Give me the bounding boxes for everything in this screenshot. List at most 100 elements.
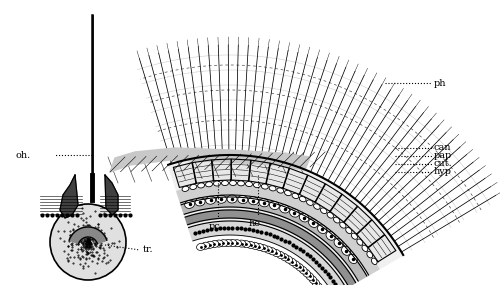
Ellipse shape: [210, 241, 219, 248]
Ellipse shape: [184, 200, 194, 208]
Polygon shape: [330, 194, 357, 222]
Text: can: can: [434, 144, 452, 152]
Ellipse shape: [232, 240, 241, 247]
Ellipse shape: [277, 188, 283, 193]
Ellipse shape: [292, 260, 300, 268]
Ellipse shape: [224, 239, 232, 247]
Polygon shape: [60, 175, 78, 218]
Text: he: he: [249, 219, 261, 228]
Ellipse shape: [238, 181, 244, 186]
Polygon shape: [344, 206, 372, 234]
Polygon shape: [69, 227, 107, 244]
Text: cut.: cut.: [434, 160, 453, 168]
Ellipse shape: [362, 245, 368, 251]
Ellipse shape: [272, 249, 281, 257]
Ellipse shape: [264, 246, 272, 253]
Polygon shape: [168, 155, 403, 285]
Polygon shape: [283, 168, 308, 194]
Ellipse shape: [246, 182, 252, 187]
Text: tr.: tr.: [143, 245, 154, 255]
Text: pc: pc: [209, 222, 221, 231]
Ellipse shape: [248, 197, 258, 205]
Ellipse shape: [268, 248, 276, 255]
Ellipse shape: [227, 195, 237, 203]
Ellipse shape: [216, 195, 226, 203]
Text: hyp: hyp: [434, 168, 452, 176]
Ellipse shape: [309, 276, 317, 284]
Ellipse shape: [292, 193, 298, 199]
Polygon shape: [185, 210, 356, 285]
Ellipse shape: [198, 183, 204, 188]
Ellipse shape: [219, 240, 228, 247]
Text: pap: pap: [434, 152, 452, 160]
Ellipse shape: [280, 253, 289, 261]
Ellipse shape: [228, 239, 237, 247]
Ellipse shape: [242, 241, 250, 248]
Polygon shape: [174, 163, 196, 188]
Ellipse shape: [262, 184, 268, 189]
Ellipse shape: [327, 212, 334, 218]
Polygon shape: [357, 220, 384, 247]
Polygon shape: [232, 159, 250, 181]
Ellipse shape: [255, 243, 264, 251]
Polygon shape: [105, 175, 118, 215]
Ellipse shape: [280, 205, 289, 213]
Text: ph: ph: [434, 78, 446, 87]
Ellipse shape: [372, 258, 377, 264]
Ellipse shape: [340, 222, 346, 228]
Ellipse shape: [315, 282, 322, 285]
Ellipse shape: [346, 227, 352, 234]
Polygon shape: [188, 221, 346, 285]
Ellipse shape: [300, 196, 306, 202]
Polygon shape: [110, 148, 310, 172]
Ellipse shape: [269, 186, 276, 191]
Ellipse shape: [190, 184, 196, 190]
Ellipse shape: [299, 266, 307, 274]
Ellipse shape: [182, 186, 189, 192]
Ellipse shape: [300, 213, 309, 222]
Polygon shape: [192, 160, 214, 183]
Ellipse shape: [320, 208, 327, 213]
Ellipse shape: [270, 201, 280, 209]
Ellipse shape: [195, 198, 205, 206]
Polygon shape: [181, 197, 367, 281]
Ellipse shape: [206, 241, 214, 248]
Ellipse shape: [318, 225, 327, 233]
Ellipse shape: [260, 245, 268, 252]
Ellipse shape: [276, 251, 285, 259]
Ellipse shape: [201, 242, 210, 249]
Polygon shape: [266, 163, 289, 188]
Ellipse shape: [308, 219, 318, 227]
Ellipse shape: [367, 252, 372, 258]
Ellipse shape: [284, 190, 292, 196]
Polygon shape: [177, 183, 379, 275]
Ellipse shape: [238, 196, 248, 203]
Ellipse shape: [348, 254, 358, 264]
Polygon shape: [368, 235, 396, 262]
Polygon shape: [316, 184, 342, 211]
Ellipse shape: [214, 240, 224, 247]
Ellipse shape: [230, 180, 236, 186]
Ellipse shape: [222, 181, 228, 186]
Ellipse shape: [306, 200, 313, 205]
Ellipse shape: [284, 256, 292, 263]
Ellipse shape: [290, 209, 300, 217]
Ellipse shape: [206, 196, 216, 204]
Ellipse shape: [312, 279, 320, 285]
Ellipse shape: [296, 263, 304, 271]
Ellipse shape: [196, 243, 205, 251]
Polygon shape: [212, 159, 231, 181]
Circle shape: [50, 204, 126, 280]
Ellipse shape: [237, 240, 246, 247]
Ellipse shape: [334, 217, 340, 223]
Ellipse shape: [314, 204, 320, 209]
Ellipse shape: [259, 199, 269, 207]
Ellipse shape: [334, 239, 343, 247]
Ellipse shape: [357, 239, 363, 245]
Ellipse shape: [342, 246, 350, 255]
Ellipse shape: [206, 182, 212, 187]
Ellipse shape: [352, 233, 358, 239]
Ellipse shape: [250, 242, 260, 249]
Ellipse shape: [246, 241, 255, 249]
Polygon shape: [300, 175, 325, 202]
